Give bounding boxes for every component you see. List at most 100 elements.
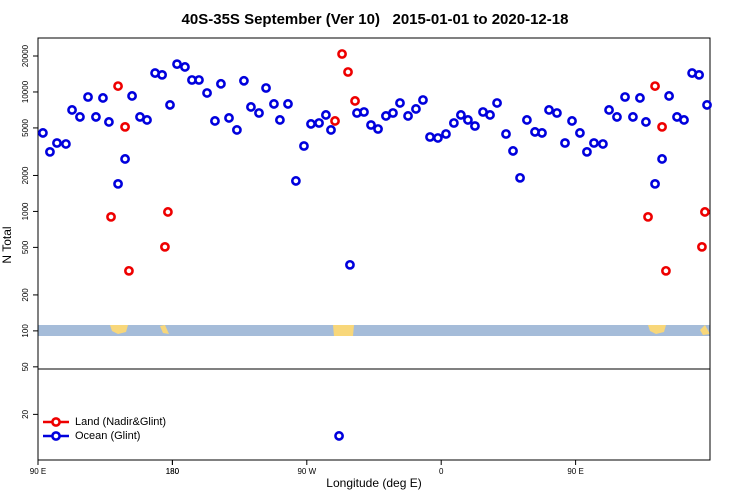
point	[172, 59, 182, 70]
point	[694, 69, 704, 80]
x-tick-label: 180	[166, 467, 180, 476]
point	[165, 100, 175, 110]
point	[657, 122, 667, 132]
point	[537, 128, 547, 138]
point	[544, 105, 554, 115]
x-tick-label: 180	[166, 467, 180, 476]
point	[456, 110, 466, 120]
point	[283, 99, 293, 109]
y-tick-label: 200	[21, 288, 30, 302]
point	[254, 108, 264, 118]
point	[45, 146, 55, 157]
point	[620, 92, 630, 102]
x-tick-label: 90 E	[567, 467, 583, 476]
chart-title: 40S-35S September (Ver 10) 2015-01-01 to…	[182, 11, 569, 28]
legend-marker	[51, 431, 61, 441]
point	[560, 138, 570, 148]
point	[104, 117, 114, 127]
point	[290, 176, 301, 186]
point	[239, 75, 249, 86]
point	[124, 265, 134, 276]
point	[299, 141, 309, 151]
point	[343, 67, 353, 77]
point	[216, 78, 226, 89]
point	[411, 104, 421, 114]
point	[120, 122, 130, 132]
point	[448, 118, 459, 128]
point	[345, 259, 355, 270]
point	[589, 138, 599, 148]
point	[246, 102, 256, 112]
point	[641, 117, 651, 127]
point	[612, 112, 622, 122]
point	[403, 111, 413, 121]
point	[224, 113, 234, 123]
point	[180, 62, 190, 72]
point	[83, 92, 93, 102]
point	[373, 124, 383, 134]
point	[628, 112, 638, 122]
point	[269, 99, 279, 109]
point	[582, 146, 592, 157]
point	[661, 265, 671, 276]
point	[261, 83, 271, 93]
x-tick-label: 0	[439, 467, 444, 476]
point	[91, 112, 101, 122]
legend-marker	[51, 417, 61, 427]
point	[314, 118, 324, 128]
point	[160, 241, 170, 252]
point	[643, 211, 653, 222]
point	[635, 93, 645, 103]
point	[650, 81, 660, 91]
point	[232, 125, 242, 135]
point	[433, 133, 443, 143]
point	[142, 115, 152, 125]
point	[326, 125, 336, 135]
x-tick-label: 90 W	[297, 467, 316, 476]
point	[127, 91, 137, 101]
point	[359, 107, 369, 117]
y-tick-label: 10000	[21, 80, 30, 103]
point	[334, 431, 344, 441]
point	[210, 116, 220, 126]
point	[75, 112, 85, 122]
point	[575, 128, 585, 138]
point	[470, 121, 480, 131]
point	[350, 96, 360, 106]
point	[163, 207, 173, 217]
point	[552, 108, 562, 118]
y-tick-label: 100	[21, 324, 30, 338]
ocean-band	[38, 325, 710, 336]
point	[194, 75, 204, 85]
y-tick-label: 50	[21, 362, 30, 371]
point	[321, 110, 331, 120]
land-patch	[700, 325, 710, 335]
point	[664, 91, 674, 101]
point	[702, 100, 712, 110]
point	[598, 139, 608, 149]
point	[98, 93, 108, 103]
point	[604, 105, 614, 115]
point	[697, 241, 707, 252]
point	[113, 81, 123, 91]
point	[567, 116, 577, 126]
y-tick-label: 20000	[21, 44, 30, 67]
point	[366, 120, 376, 130]
point	[657, 154, 667, 164]
x-axis-label: Longitude (deg E)	[326, 476, 421, 490]
y-axis-label: N Total	[0, 226, 14, 263]
land-patch	[110, 325, 128, 334]
plot-frame	[37, 37, 711, 461]
y-tick-label: 20	[21, 409, 30, 418]
point	[463, 115, 473, 125]
point	[492, 98, 502, 108]
y-tick-label: 500	[21, 240, 30, 254]
point	[395, 98, 405, 108]
legend-label: Land (Nadir&Glint)	[75, 416, 166, 428]
land-patch	[333, 325, 354, 336]
point	[485, 110, 495, 120]
point	[700, 207, 710, 217]
point	[157, 69, 167, 80]
